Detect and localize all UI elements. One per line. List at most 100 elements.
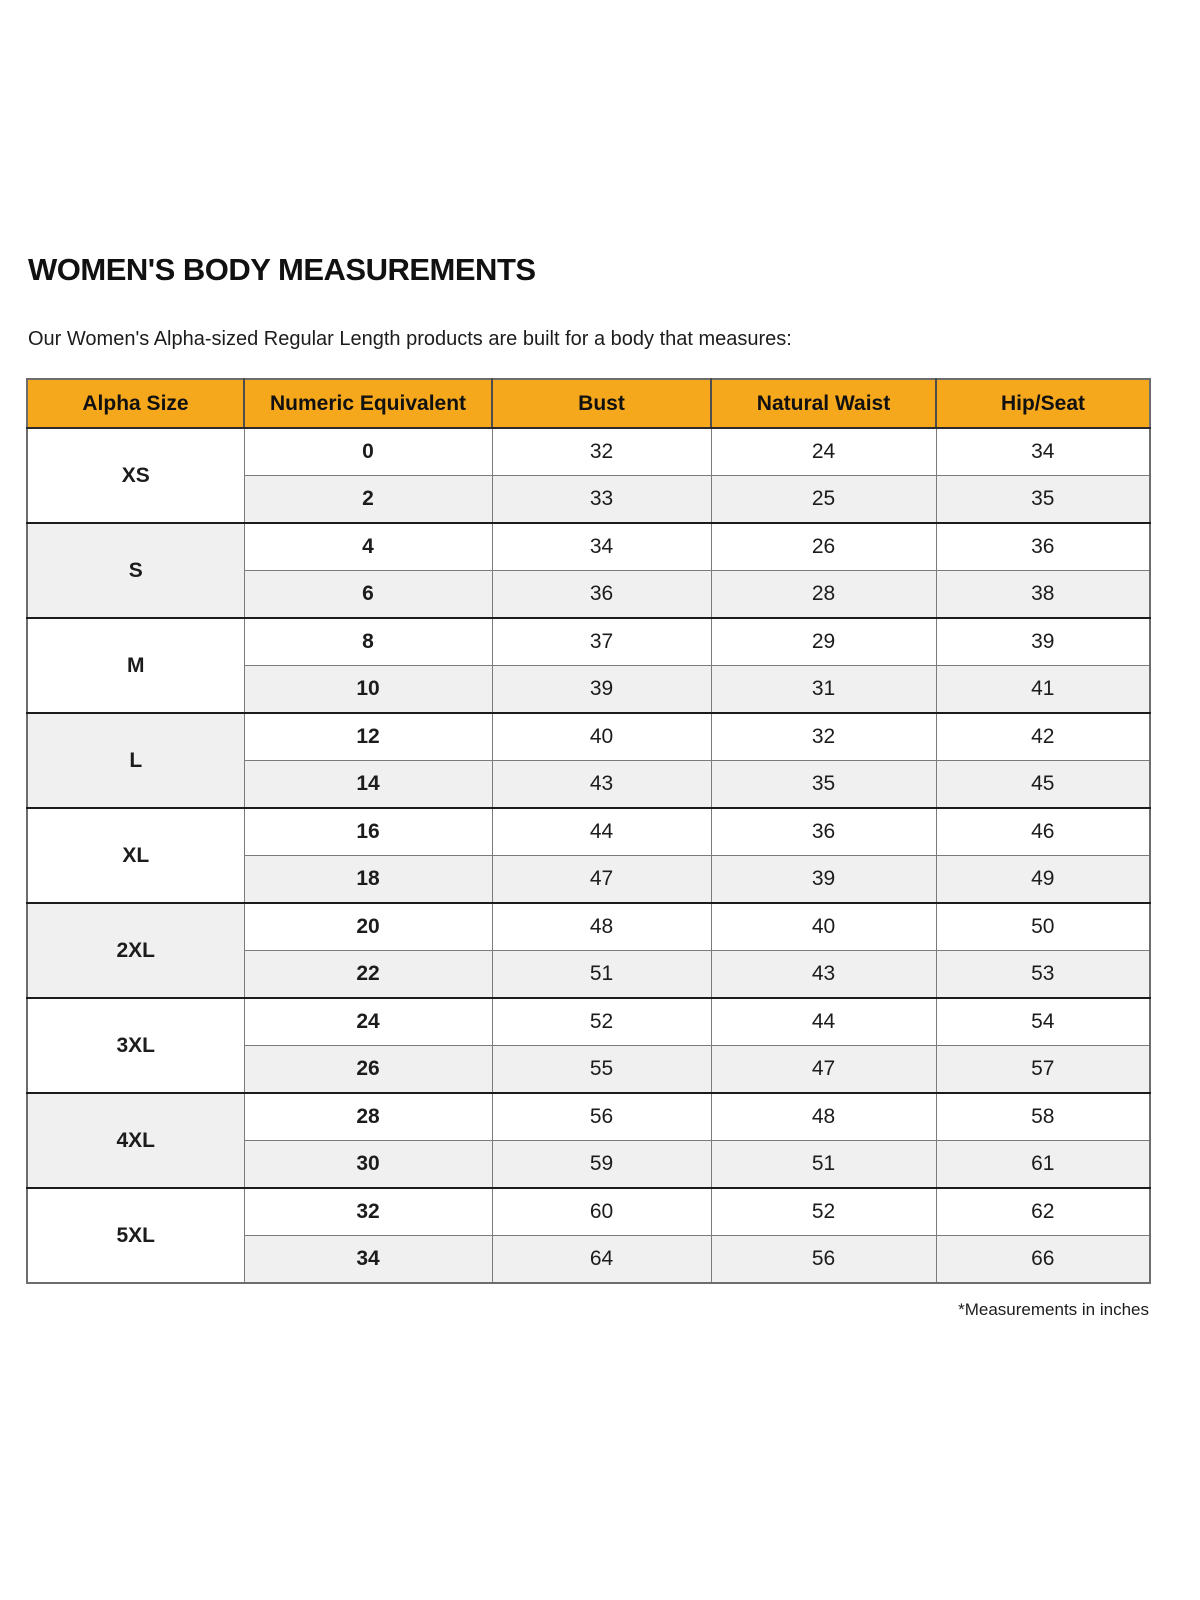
measurement-cell: 36 [936, 522, 1150, 571]
column-header-bust: Bust [492, 379, 712, 429]
measurement-cell: 47 [492, 855, 712, 903]
numeric-equivalent-cell: 34 [244, 1235, 493, 1283]
table-row: L 12 40 32 42 [27, 712, 1150, 808]
numeric-equivalent-cell: 20 [244, 902, 493, 951]
measurements-footnote: *Measurements in inches [958, 1300, 1149, 1319]
measurement-cell: 34 [492, 522, 712, 571]
size-chart-table: Alpha Size Numeric Equivalent Bust Natur… [26, 378, 1151, 1284]
measurement-cell: 53 [936, 950, 1150, 998]
measurement-cell: 61 [936, 1140, 1150, 1188]
measurement-cell: 64 [492, 1235, 712, 1283]
numeric-equivalent-cell: 0 [244, 427, 493, 476]
measurement-cell: 50 [936, 902, 1150, 951]
measurement-cell: 60 [492, 1187, 712, 1236]
measurement-cell: 41 [936, 665, 1150, 713]
table-row: XL 16 44 36 46 [27, 807, 1150, 903]
measurement-cell: 55 [492, 1045, 712, 1093]
measurement-cell: 51 [711, 1140, 937, 1188]
measurement-cell: 44 [711, 997, 937, 1046]
measurement-cell: 42 [936, 712, 1150, 761]
numeric-equivalent-cell: 16 [244, 807, 493, 856]
table-row: 6 36 28 38 [27, 570, 1150, 618]
table-row: 26 55 47 57 [27, 1045, 1150, 1093]
measurement-cell: 49 [936, 855, 1150, 903]
measurement-cell: 46 [936, 807, 1150, 856]
column-header-hip-seat: Hip/Seat [936, 379, 1150, 429]
measurement-cell: 48 [711, 1092, 937, 1141]
numeric-equivalent-cell: 32 [244, 1187, 493, 1236]
numeric-equivalent-cell: 26 [244, 1045, 493, 1093]
measurement-cell: 40 [492, 712, 712, 761]
measurement-cell: 66 [936, 1235, 1150, 1283]
measurement-cell: 35 [711, 760, 937, 808]
table-row: 34 64 56 66 [27, 1235, 1150, 1283]
numeric-equivalent-cell: 10 [244, 665, 493, 713]
measurement-cell: 44 [492, 807, 712, 856]
measurement-cell: 56 [492, 1092, 712, 1141]
table-row: 3XL 24 52 44 54 [27, 997, 1150, 1093]
measurement-cell: 48 [492, 902, 712, 951]
column-header-natural-waist: Natural Waist [711, 379, 937, 429]
measurement-cell: 51 [492, 950, 712, 998]
measurement-cell: 47 [711, 1045, 937, 1093]
measurement-cell: 40 [711, 902, 937, 951]
table-row: S 4 34 26 36 [27, 522, 1150, 618]
measurement-cell: 52 [492, 997, 712, 1046]
table-row: 4XL 28 56 48 58 [27, 1092, 1150, 1188]
measurement-cell: 54 [936, 997, 1150, 1046]
numeric-equivalent-cell: 30 [244, 1140, 493, 1188]
measurement-cell: 59 [492, 1140, 712, 1188]
numeric-equivalent-cell: 28 [244, 1092, 493, 1141]
table-row: XS 0 32 24 34 [27, 427, 1150, 523]
column-header-alpha-size: Alpha Size [27, 379, 245, 429]
measurement-cell: 62 [936, 1187, 1150, 1236]
table-row: M 8 37 29 39 [27, 617, 1150, 713]
measurement-cell: 35 [936, 475, 1150, 523]
table-row: 10 39 31 41 [27, 665, 1150, 713]
column-header-numeric: Numeric Equivalent [244, 379, 493, 429]
measurement-cell: 24 [711, 427, 937, 476]
measurement-cell: 43 [492, 760, 712, 808]
measurement-cell: 32 [711, 712, 937, 761]
measurement-cell: 52 [711, 1187, 937, 1236]
measurement-cell: 39 [492, 665, 712, 713]
table-row: 30 59 51 61 [27, 1140, 1150, 1188]
numeric-equivalent-cell: 24 [244, 997, 493, 1046]
alpha-size-cell: XS [27, 427, 245, 523]
alpha-size-cell: 4XL [27, 1092, 245, 1188]
numeric-equivalent-cell: 18 [244, 855, 493, 903]
alpha-size-cell: M [27, 617, 245, 713]
measurement-cell: 26 [711, 522, 937, 571]
table-row: 2 33 25 35 [27, 475, 1150, 523]
alpha-size-cell: S [27, 522, 245, 618]
measurement-cell: 29 [711, 617, 937, 666]
measurement-cell: 25 [711, 475, 937, 523]
numeric-equivalent-cell: 6 [244, 570, 493, 618]
measurement-cell: 28 [711, 570, 937, 618]
alpha-size-cell: L [27, 712, 245, 808]
numeric-equivalent-cell: 4 [244, 522, 493, 571]
header-row: Alpha Size Numeric Equivalent Bust Natur… [27, 379, 1150, 429]
table-header: Alpha Size Numeric Equivalent Bust Natur… [27, 379, 1150, 429]
measurement-cell: 43 [711, 950, 937, 998]
measurement-cell: 31 [711, 665, 937, 713]
measurement-cell: 58 [936, 1092, 1150, 1141]
measurement-cell: 45 [936, 760, 1150, 808]
table-row: 22 51 43 53 [27, 950, 1150, 998]
size-guide-page: WOMEN'S BODY MEASUREMENTS Our Women's Al… [26, 252, 1151, 1319]
numeric-equivalent-cell: 8 [244, 617, 493, 666]
table-row: 14 43 35 45 [27, 760, 1150, 808]
measurement-cell: 36 [492, 570, 712, 618]
numeric-equivalent-cell: 22 [244, 950, 493, 998]
alpha-size-cell: 3XL [27, 997, 245, 1093]
numeric-equivalent-cell: 14 [244, 760, 493, 808]
measurement-cell: 38 [936, 570, 1150, 618]
measurement-cell: 33 [492, 475, 712, 523]
alpha-size-cell: XL [27, 807, 245, 903]
table-row: 18 47 39 49 [27, 855, 1150, 903]
measurement-cell: 36 [711, 807, 937, 856]
measurement-cell: 37 [492, 617, 712, 666]
table-body: XS 0 32 24 34 2 33 25 35 S 4 34 26 36 6 36 28 38 M 8 37 29 39 1… [27, 427, 1150, 1283]
alpha-size-cell: 2XL [27, 902, 245, 998]
page-subtitle: Our Women's Alpha-sized Regular Length p… [28, 328, 792, 350]
